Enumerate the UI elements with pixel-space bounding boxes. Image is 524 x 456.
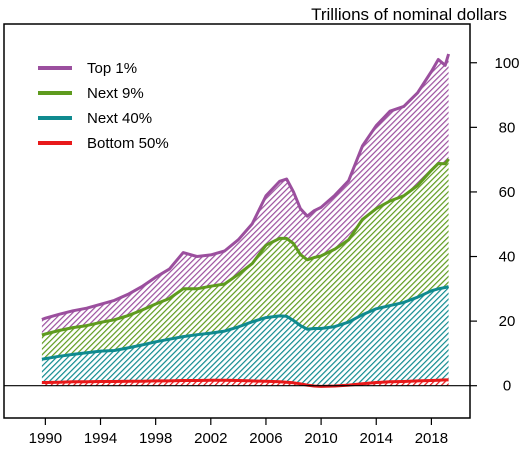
legend-label-bottom-50-pct: Bottom 50% xyxy=(87,135,169,152)
area-top-1-pct xyxy=(41,54,449,335)
x-tick-label: 2006 xyxy=(249,430,282,447)
x-tick-label: 2014 xyxy=(360,430,393,447)
plot-frame xyxy=(3,23,471,419)
legend-label-next-40-pct: Next 40% xyxy=(87,110,152,127)
legend: Top 1% Next 9% Next 40% Bottom 50% xyxy=(38,60,169,152)
x-tick-label: 1994 xyxy=(84,430,117,447)
area-next-9-pct xyxy=(41,159,449,360)
x-tick-label: 2018 xyxy=(415,430,448,447)
line-top-1-pct xyxy=(41,53,451,321)
area-layers xyxy=(41,54,449,387)
line-next-9-pct xyxy=(41,158,450,337)
x-tick-label: 2002 xyxy=(194,430,227,447)
units-label: Trillions of nominal dollars xyxy=(311,5,507,24)
area-next-40-pct xyxy=(41,286,449,387)
y-tick-label: 0 xyxy=(503,378,511,395)
line-next-40-pct xyxy=(41,285,449,361)
x-tick-label: 1990 xyxy=(29,430,62,447)
y-tick-label: 100 xyxy=(494,55,519,72)
x-tick-label: 1998 xyxy=(139,430,172,447)
y-axis: 0 20 40 60 80 100 xyxy=(470,55,520,395)
series-lines xyxy=(41,53,451,388)
line-bottom-50-pct xyxy=(41,378,449,388)
y-tick-label: 60 xyxy=(499,184,516,201)
y-tick-label: 80 xyxy=(499,119,516,136)
x-axis: 1990 1994 1998 2002 2006 2010 2014 2018 xyxy=(29,418,448,447)
legend-label-top-1-pct: Top 1% xyxy=(87,60,137,77)
y-tick-label: 20 xyxy=(499,313,516,330)
legend-label-next-9-pct: Next 9% xyxy=(87,85,144,102)
y-tick-label: 40 xyxy=(499,249,516,266)
x-tick-label: 2010 xyxy=(304,430,337,447)
